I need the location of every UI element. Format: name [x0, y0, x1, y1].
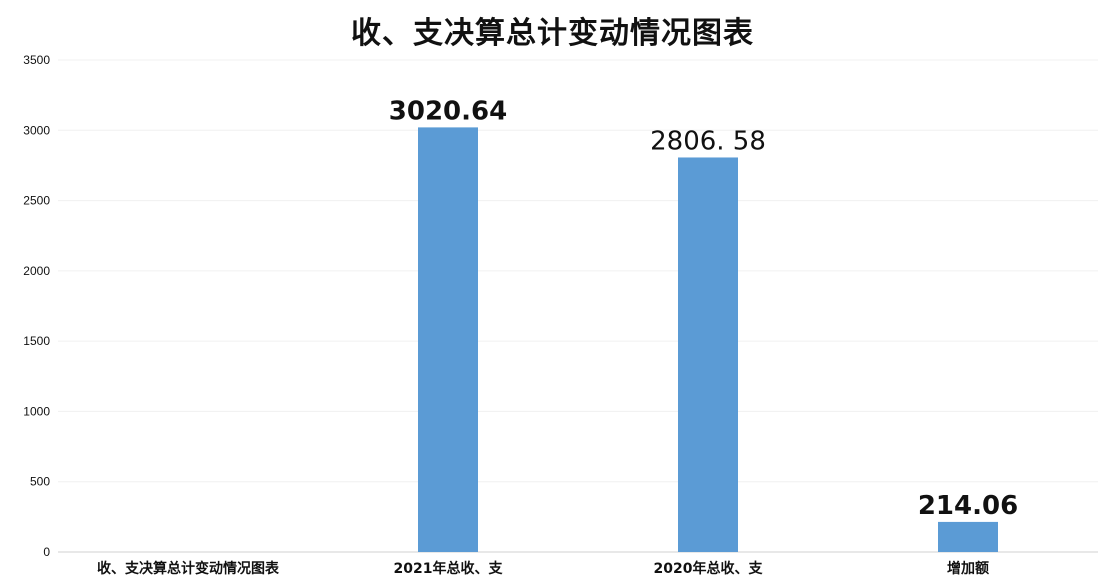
y-tick-label: 0	[43, 545, 50, 559]
bar	[418, 127, 478, 552]
y-tick-label: 3000	[23, 123, 50, 137]
data-label: 214.06	[918, 491, 1018, 521]
y-tick-label: 1500	[23, 334, 50, 348]
x-tick-label: 收、支决算总计变动情况图表	[97, 560, 280, 577]
data-label: 3020.64	[389, 96, 507, 126]
x-tick-label: 增加额	[947, 560, 989, 577]
bar	[938, 521, 998, 552]
chart-title: 收、支决算总计变动情况图表	[351, 16, 754, 51]
x-tick-label: 2020年总收、支	[654, 560, 764, 577]
data-label: 2806. 58	[650, 126, 766, 156]
y-tick-label: 2000	[23, 264, 50, 278]
bar	[678, 157, 738, 552]
y-tick-label: 1000	[23, 404, 50, 418]
y-tick-label: 3500	[23, 53, 50, 67]
x-tick-label: 2021年总收、支	[394, 560, 504, 577]
y-tick-label: 2500	[23, 194, 50, 208]
y-tick-label: 500	[30, 475, 50, 489]
